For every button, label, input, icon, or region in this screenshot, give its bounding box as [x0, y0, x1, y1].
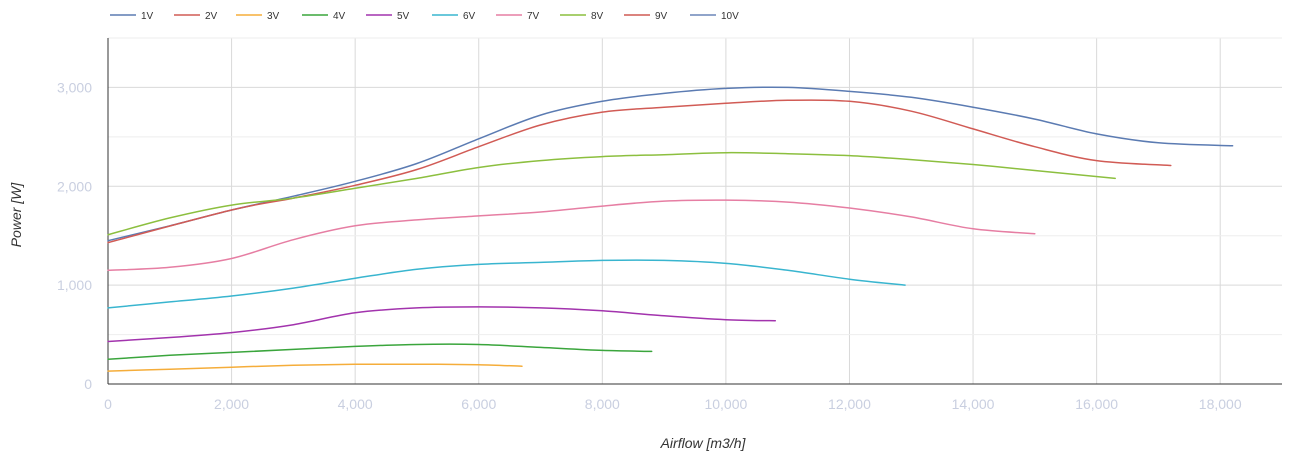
legend: 1V 2V 3V 4V 5V 6V 7V 8V 9V 10V	[110, 11, 739, 22]
legend-label: 3V	[267, 11, 280, 22]
legend-label: 10V	[721, 11, 739, 22]
x-tick-label: 8,000	[585, 396, 620, 412]
x-tick-label: 0	[104, 396, 112, 412]
legend-label: 1V	[141, 11, 154, 22]
legend-item-6V[interactable]: 6V	[432, 11, 476, 22]
x-tick-label: 10,000	[704, 396, 747, 412]
series-group	[107, 86, 1234, 372]
legend-label: 4V	[333, 11, 346, 22]
x-axis-title: Airflow [m3/h]	[660, 435, 747, 451]
legend-item-8V[interactable]: 8V	[560, 11, 604, 22]
y-tick-label: 2,000	[57, 178, 92, 194]
y-tick-label: 3,000	[57, 79, 92, 95]
x-tick-label: 12,000	[828, 396, 871, 412]
legend-item-7V[interactable]: 7V	[496, 11, 540, 22]
series-line-1V	[107, 86, 1234, 242]
legend-label: 7V	[527, 11, 540, 22]
x-tick-label: 18,000	[1199, 396, 1242, 412]
legend-label: 6V	[463, 11, 476, 22]
legend-item-4V[interactable]: 4V	[302, 11, 346, 22]
legend-item-3V[interactable]: 3V	[236, 11, 280, 22]
series-line-7V	[107, 199, 1036, 272]
legend-item-1V[interactable]: 1V	[110, 11, 154, 22]
y-tick-label: 0	[84, 376, 92, 392]
series-line-2V	[107, 99, 1172, 244]
series-line-8V	[107, 151, 1116, 236]
x-tick-label: 2,000	[214, 396, 249, 412]
x-tick-label: 16,000	[1075, 396, 1118, 412]
legend-label: 8V	[591, 11, 604, 22]
tick-labels: 0 2,000 4,000 6,000 8,000 10,000 12,000 14,000 1…	[57, 79, 1242, 412]
series-line-5V	[107, 306, 777, 343]
x-tick-label: 4,000	[338, 396, 373, 412]
series-line-6V	[107, 259, 906, 309]
x-tick-label: 6,000	[461, 396, 496, 412]
legend-label: 2V	[205, 11, 218, 22]
x-tick-label: 14,000	[952, 396, 995, 412]
series-line-4V	[107, 343, 653, 361]
legend-item-9V[interactable]: 9V	[624, 11, 668, 22]
legend-item-10V[interactable]: 10V	[690, 11, 739, 22]
legend-item-2V[interactable]: 2V	[174, 11, 218, 22]
axes	[107, 38, 1282, 385]
legend-item-5V[interactable]: 5V	[366, 11, 410, 22]
legend-label: 5V	[397, 11, 410, 22]
series-line-3V	[107, 363, 523, 372]
y-tick-label: 1,000	[57, 277, 92, 293]
y-axis-title: Power [W]	[8, 182, 24, 248]
legend-label: 9V	[655, 11, 668, 22]
grid	[108, 37, 1282, 384]
